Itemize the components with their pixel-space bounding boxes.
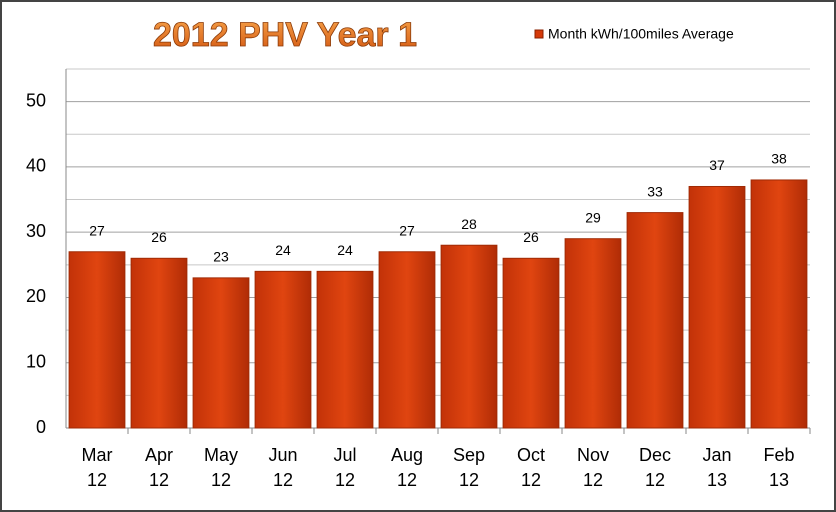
legend-label: Month kWh/100miles Average bbox=[548, 26, 734, 42]
value-label: 24 bbox=[275, 242, 291, 258]
y-tick-label: 30 bbox=[26, 221, 46, 241]
bar bbox=[130, 257, 188, 429]
x-tick-year: 12 bbox=[645, 470, 665, 490]
bar bbox=[68, 251, 126, 429]
x-tick-label: Jul 12 bbox=[333, 445, 356, 490]
bar bbox=[626, 212, 684, 429]
x-tick-label: Oct 12 bbox=[517, 445, 545, 490]
legend-swatch bbox=[534, 29, 544, 39]
x-tick-year: 12 bbox=[87, 470, 107, 490]
bar bbox=[564, 238, 622, 429]
value-label: 24 bbox=[337, 242, 353, 258]
x-tick-year: 12 bbox=[397, 470, 417, 490]
x-tick-month: Jun bbox=[268, 445, 297, 465]
bar bbox=[378, 251, 436, 429]
value-label: 23 bbox=[213, 249, 229, 265]
x-tick-month: Feb bbox=[763, 445, 794, 465]
y-tick-label: 40 bbox=[26, 156, 46, 176]
value-label: 37 bbox=[709, 157, 725, 173]
x-tick-year: 12 bbox=[273, 470, 293, 490]
x-tick-label: Nov 12 bbox=[577, 445, 609, 490]
y-tick-label: 10 bbox=[26, 351, 46, 371]
chart-title: 2012 PHV Year 1 bbox=[153, 16, 417, 54]
y-tick-label: 0 bbox=[36, 417, 46, 437]
x-tick-label: Jan 13 bbox=[702, 445, 731, 490]
x-tick-year: 12 bbox=[149, 470, 169, 490]
x-tick-year: 13 bbox=[769, 470, 789, 490]
bar bbox=[440, 244, 498, 429]
value-label: 27 bbox=[399, 222, 415, 238]
x-tick-label: May 12 bbox=[204, 445, 238, 490]
x-tick-month: Aug bbox=[391, 445, 423, 465]
x-tick-label: Sep 12 bbox=[453, 445, 485, 490]
x-tick-label: Jun 12 bbox=[268, 445, 297, 490]
x-tick-year: 12 bbox=[335, 470, 355, 490]
bar bbox=[254, 270, 312, 429]
value-label: 26 bbox=[523, 229, 539, 245]
x-tick-month: Sep bbox=[453, 445, 485, 465]
x-tick-label: Aug 12 bbox=[391, 445, 423, 490]
value-label: 27 bbox=[89, 222, 105, 238]
bar bbox=[502, 257, 560, 429]
x-tick-month: Mar bbox=[82, 445, 113, 465]
bar bbox=[750, 179, 808, 429]
x-tick-month: Dec bbox=[639, 445, 671, 465]
value-label: 28 bbox=[461, 216, 477, 232]
bar bbox=[316, 270, 374, 429]
value-label: 29 bbox=[585, 209, 601, 225]
x-tick-month: Apr bbox=[145, 445, 173, 465]
x-tick-month: Jul bbox=[333, 445, 356, 465]
y-tick-label: 50 bbox=[26, 90, 46, 110]
x-tick-month: Nov bbox=[577, 445, 609, 465]
x-tick-year: 12 bbox=[583, 470, 603, 490]
x-tick-label: Feb 13 bbox=[763, 445, 794, 490]
x-tick-month: Jan bbox=[702, 445, 731, 465]
y-tick-label: 20 bbox=[26, 286, 46, 306]
bar bbox=[688, 185, 746, 429]
x-tick-label: Mar 12 bbox=[82, 445, 113, 490]
x-tick-label: Dec 12 bbox=[639, 445, 671, 490]
x-tick-year: 12 bbox=[459, 470, 479, 490]
x-tick-year: 12 bbox=[211, 470, 231, 490]
value-label: 38 bbox=[771, 151, 787, 167]
value-label: 26 bbox=[151, 229, 167, 245]
bar bbox=[192, 277, 250, 429]
x-tick-month: Oct bbox=[517, 445, 545, 465]
x-tick-label: Apr 12 bbox=[145, 445, 173, 490]
x-tick-month: May bbox=[204, 445, 238, 465]
x-tick-year: 12 bbox=[521, 470, 541, 490]
x-tick-year: 13 bbox=[707, 470, 727, 490]
value-label: 33 bbox=[647, 183, 663, 199]
